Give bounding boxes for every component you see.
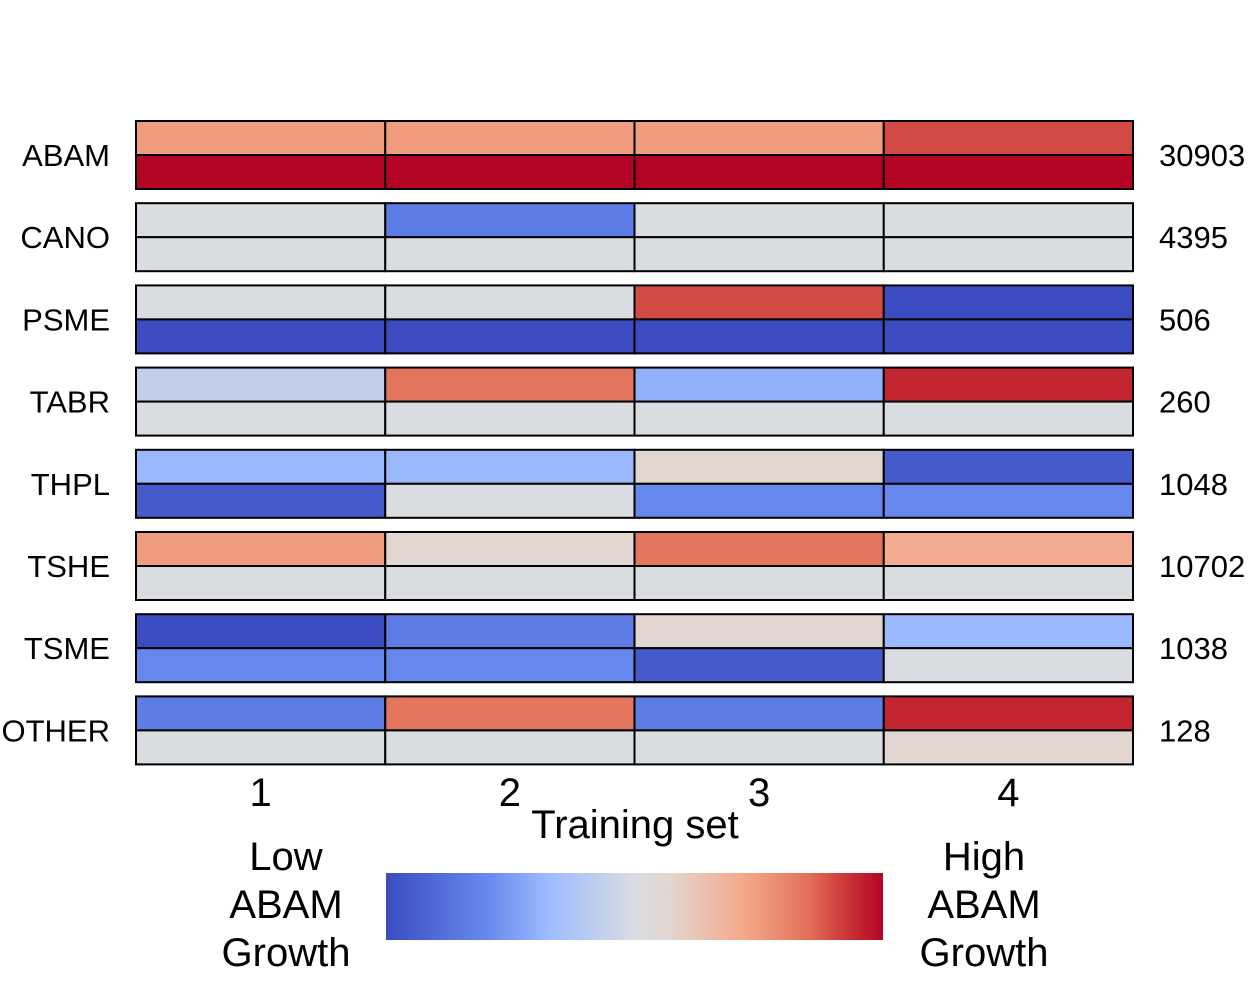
legend-high-label-line-3: Growth	[920, 931, 1049, 975]
heatmap-cell-tabr-top-4	[882, 366, 1134, 403]
heatmap-cell-cano-bottom-4	[882, 236, 1134, 273]
count-label-psme: 506	[1159, 302, 1211, 337]
heatmap-cell-thpl-top-1	[135, 448, 387, 485]
heatmap-cell-thpl-bottom-2	[384, 482, 636, 519]
heatmap-cell-psme-bottom-2	[384, 318, 636, 355]
heatmap-cell-cano-bottom-3	[633, 236, 885, 273]
row-label-tabr: TABR	[30, 385, 110, 420]
heatmap-cell-cano-top-1	[135, 202, 387, 239]
heatmap-cell-tsme-top-3	[633, 613, 885, 650]
heatmap-cell-cano-bottom-1	[135, 236, 387, 273]
count-label-cano: 4395	[1159, 220, 1228, 255]
heatmap-cell-tsme-bottom-4	[882, 647, 1134, 684]
heatmap-cell-tshe-bottom-4	[882, 565, 1134, 601]
count-label-tsme: 1038	[1159, 631, 1228, 666]
heatmap-cell-other-top-4	[882, 695, 1134, 732]
heatmap-cell-psme-top-1	[135, 284, 387, 321]
heatmap-cell-thpl-top-4	[882, 448, 1134, 485]
heatmap-cell-abam-bottom-2	[384, 154, 636, 190]
row-label-tshe: TSHE	[27, 549, 110, 584]
heatmap-cell-psme-top-2	[384, 284, 636, 321]
count-label-tshe: 10702	[1159, 549, 1245, 584]
x-axis-title: Training set	[531, 803, 739, 847]
heatmap-cell-cano-top-4	[882, 202, 1134, 239]
heatmap-cell-abam-top-4	[882, 120, 1134, 156]
row-label-psme: PSME	[22, 302, 110, 337]
heatmap-cell-tabr-bottom-3	[633, 400, 885, 437]
heatmap-cell-tsme-bottom-2	[384, 647, 636, 684]
x-tick-labels: 1 2 3 4	[249, 771, 1019, 815]
heatmap-cell-tshe-top-2	[384, 531, 636, 567]
heatmap-cell-abam-top-2	[384, 120, 636, 156]
heatmap-cell-thpl-bottom-1	[135, 482, 387, 519]
legend-low-label-line-2: ABAM	[229, 883, 342, 927]
heatmap-cell-cano-bottom-2	[384, 236, 636, 273]
x-tick-1: 1	[249, 771, 271, 815]
heatmap-cell-tsme-bottom-1	[135, 647, 387, 684]
x-tick-2: 2	[499, 771, 521, 815]
legend-low-label-line-1: Low	[249, 835, 322, 879]
count-label-tabr: 260	[1159, 385, 1211, 420]
heatmap-cell-tshe-top-4	[882, 531, 1134, 567]
heatmap-cell-tsme-top-1	[135, 613, 387, 650]
count-labels: 30903 4395 506 260 1048 10702 1038 128	[1159, 138, 1245, 748]
heatmap-cell-tsme-top-2	[384, 613, 636, 650]
row-labels: ABAM CANO PSME TABR THPL TSHE TSME OTHER	[2, 138, 111, 748]
heatmap-cell-psme-top-4	[882, 284, 1134, 321]
heatmap-cell-thpl-top-2	[384, 448, 636, 485]
row-label-abam: ABAM	[22, 138, 110, 173]
legend-low-label-line-3: Growth	[222, 931, 351, 975]
heatmap-cell-abam-top-1	[135, 120, 387, 156]
heatmap-cell-abam-bottom-3	[633, 154, 885, 190]
color-legend-bar	[386, 873, 883, 940]
heatmap-cell-tshe-bottom-3	[633, 565, 885, 601]
heatmap-cell-psme-bottom-1	[135, 318, 387, 355]
heatmap-cell-other-bottom-4	[882, 729, 1134, 766]
count-label-thpl: 1048	[1159, 467, 1228, 502]
legend-high-label-line-2: ABAM	[927, 883, 1040, 927]
heatmap-cell-tabr-bottom-1	[135, 400, 387, 437]
heatmap-cell-psme-top-3	[633, 284, 885, 321]
x-tick-4: 4	[997, 771, 1019, 815]
heatmap-cell-abam-bottom-1	[135, 154, 387, 190]
legend-high-label-line-1: High	[943, 835, 1025, 879]
heatmap-cell-tabr-top-1	[135, 366, 387, 403]
heatmap-cell-thpl-bottom-3	[633, 482, 885, 519]
count-label-abam: 30903	[1159, 138, 1245, 173]
heatmap-cell-tabr-top-3	[633, 366, 885, 403]
heatmap-cell-abam-bottom-4	[882, 154, 1134, 190]
heatmap-cell-thpl-top-3	[633, 448, 885, 485]
heatmap-cell-tshe-bottom-2	[384, 565, 636, 601]
heatmap-cell-other-bottom-1	[135, 729, 387, 766]
row-label-other: OTHER	[2, 713, 111, 748]
heatmap-cell-tsme-bottom-3	[633, 647, 885, 684]
row-label-thpl: THPL	[31, 467, 110, 502]
heatmap-cell-cano-top-3	[633, 202, 885, 239]
row-label-tsme: TSME	[24, 631, 110, 666]
heatmap-cell-psme-bottom-3	[633, 318, 885, 355]
count-label-other: 128	[1159, 713, 1211, 748]
heatmap-cell-abam-top-3	[633, 120, 885, 156]
heatmap-cell-psme-bottom-4	[882, 318, 1134, 355]
heatmap-cell-tabr-top-2	[384, 366, 636, 403]
heatmap-cell-tshe-bottom-1	[135, 565, 387, 601]
heatmap-cell-other-top-2	[384, 695, 636, 732]
heatmap-cell-tshe-top-3	[633, 531, 885, 567]
heatmap-cell-other-top-1	[135, 695, 387, 732]
heatmap-cell-other-bottom-2	[384, 729, 636, 766]
heatmap-cell-other-bottom-3	[633, 729, 885, 766]
heatmap-cell-tshe-top-1	[135, 531, 387, 567]
heatmap-cell-cano-top-2	[384, 202, 636, 239]
heatmap-cell-other-top-3	[633, 695, 885, 732]
heatmap-cell-tsme-top-4	[882, 613, 1134, 650]
x-tick-3: 3	[748, 771, 770, 815]
heatmap-cell-tabr-bottom-2	[384, 400, 636, 437]
heatmap-cells	[135, 120, 1134, 766]
heatmap-cell-thpl-bottom-4	[882, 482, 1134, 519]
row-label-cano: CANO	[20, 220, 110, 255]
heatmap-cell-tabr-bottom-4	[882, 400, 1134, 437]
